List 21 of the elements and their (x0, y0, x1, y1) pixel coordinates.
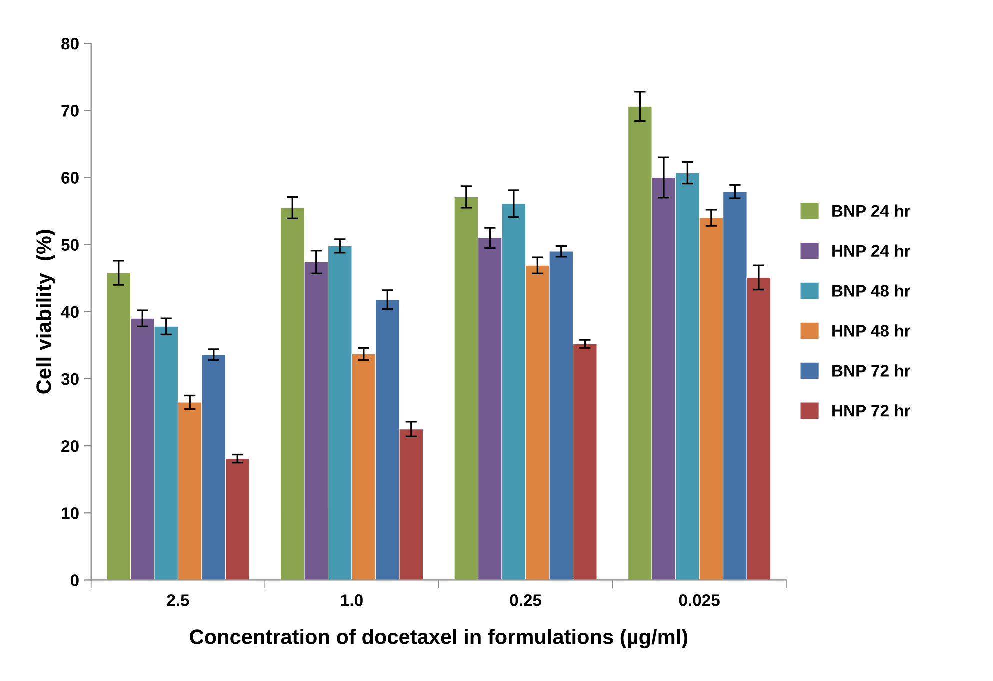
y-tick-label: 80 (62, 38, 79, 50)
y-tick-label: 10 (62, 508, 79, 520)
legend-label: HNP 24 hr (832, 244, 911, 257)
y-tick-label: 50 (62, 239, 79, 252)
y-axis-title: Cell viability (%) (36, 230, 56, 394)
y-tick-label: 60 (62, 172, 79, 184)
legend-label: BNP 24 hr (832, 204, 911, 217)
x-tick-label: 0.25 (510, 594, 542, 606)
y-tick-label: 0 (70, 574, 79, 586)
x-tick-label: 0.025 (679, 594, 720, 606)
y-tick-label: 20 (62, 440, 79, 452)
y-tick-label: 40 (61, 306, 79, 318)
legend-label: BNP 72 hr (832, 364, 911, 377)
legend-label: BNP 48 hr (832, 284, 911, 297)
legend-label: HNP 48 hr (832, 324, 911, 337)
x-axis-title: Concentration of docetaxel in formulations (µg/ml) (190, 629, 688, 649)
y-tick-label: 70 (62, 105, 79, 117)
x-tick-label: 1.0 (341, 594, 363, 606)
y-tick-label: 30 (61, 373, 79, 386)
x-tick-label: 2.5 (167, 594, 190, 606)
legend-label: HNP 72 hr (832, 404, 911, 417)
